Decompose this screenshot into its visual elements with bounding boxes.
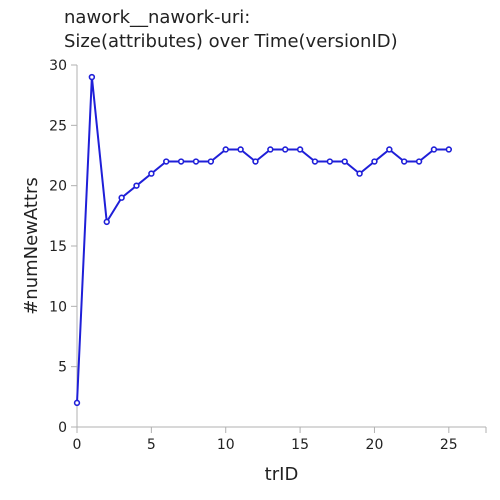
x-tick-label: 25 xyxy=(440,437,458,453)
data-point xyxy=(415,158,423,165)
y-tick-label: 0 xyxy=(58,420,67,436)
data-point xyxy=(430,146,438,153)
y-tick-label: 10 xyxy=(49,299,67,315)
data-point xyxy=(103,218,110,226)
x-tick-label: 15 xyxy=(291,437,309,453)
data-point xyxy=(237,146,244,153)
data-point xyxy=(163,158,170,165)
chart-title: nawork__nawork-uri: Size(attributes) ove… xyxy=(64,6,398,54)
series xyxy=(73,73,453,407)
x-tick-label: 20 xyxy=(366,437,384,453)
data-point xyxy=(88,73,96,81)
data-point xyxy=(267,146,274,153)
data-point xyxy=(177,158,185,165)
x-tick-label: 5 xyxy=(147,437,156,453)
y-tick-label: 15 xyxy=(49,239,67,255)
data-point xyxy=(296,146,304,153)
data-point xyxy=(445,146,453,153)
data-point xyxy=(326,158,334,165)
y-tick-label: 20 xyxy=(49,179,67,195)
axes xyxy=(76,65,486,428)
ticks: 0 5 10 15 20 25 0 5 10 15 20 25 30 xyxy=(49,58,487,453)
x-axis-label: trID xyxy=(265,464,299,485)
y-axis-label: #numNewAttrs xyxy=(21,177,42,315)
data-point xyxy=(222,146,229,153)
data-point xyxy=(252,158,259,165)
data-point xyxy=(148,170,155,177)
data-point xyxy=(311,158,319,165)
y-tick-label: 30 xyxy=(49,58,67,74)
data-point xyxy=(371,158,378,165)
y-tick-label: 5 xyxy=(58,360,67,376)
chart-title-line-1: nawork__nawork-uri: xyxy=(64,7,251,28)
data-point xyxy=(341,158,348,165)
data-point xyxy=(207,158,215,165)
data-point xyxy=(133,182,140,189)
data-point xyxy=(282,146,289,153)
data-point xyxy=(192,158,200,165)
data-point xyxy=(73,399,81,407)
series-line xyxy=(76,76,449,403)
x-tick-label: 0 xyxy=(73,437,82,453)
data-point xyxy=(386,146,393,153)
data-point xyxy=(401,158,408,165)
chart-title-line-2: Size(attributes) over Time(versionID) xyxy=(64,31,398,52)
y-tick-label: 25 xyxy=(49,118,67,134)
data-point xyxy=(356,170,363,177)
x-tick-label: 10 xyxy=(217,437,235,453)
data-point xyxy=(118,194,125,201)
